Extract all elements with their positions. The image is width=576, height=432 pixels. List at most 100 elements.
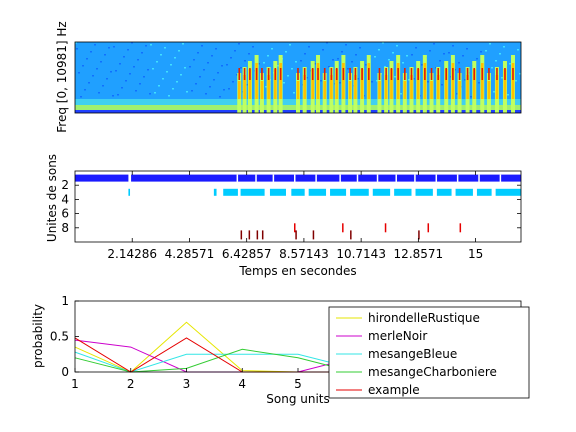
units-background (75, 171, 521, 242)
spectrogram-noise (252, 46, 254, 48)
spectrogram-noise (287, 75, 289, 77)
unit-mark (418, 230, 420, 240)
spectrogram-column-peak (243, 68, 246, 80)
unit-mark (291, 188, 305, 196)
spectrogram-noise (322, 49, 324, 51)
spectrogram-noise (263, 62, 265, 64)
spectrogram-column-core (367, 63, 371, 99)
spectrogram-column-peak (303, 68, 306, 80)
spectrogram-noise (485, 50, 487, 52)
spectrogram-column-core (342, 63, 345, 99)
spectrogram-noise (201, 45, 203, 47)
spectrogram-noise (341, 51, 343, 53)
spectrogram-noise (219, 96, 221, 98)
spectrogram-noise (306, 77, 308, 79)
spectrogram-column-peak (473, 68, 476, 80)
spectrogram-noise (509, 63, 511, 65)
spectrogram-column-peak (410, 68, 413, 80)
spectrogram-noise (267, 55, 269, 57)
spectrogram-column-peak (390, 68, 393, 80)
spectrogram-noise (293, 92, 295, 94)
unit-mark (384, 223, 387, 233)
spectrogram-column-core (396, 63, 400, 99)
spectrogram-noise (150, 44, 152, 46)
spectrogram-column-peak (488, 68, 490, 80)
spectrogram-column-core (458, 81, 461, 99)
spectrogram-noise (199, 76, 201, 78)
unit-mark (350, 230, 352, 240)
spectrogram-column-peak (466, 68, 469, 80)
spectrogram-column-core (335, 69, 339, 99)
spectrogram-column-peak (311, 68, 314, 80)
unit-mark (342, 223, 344, 233)
spectrogram-noise (217, 72, 219, 74)
spectrogram-column-core (390, 69, 393, 99)
spectrogram-noise (462, 55, 464, 57)
spectrogram-column-peak (342, 68, 345, 80)
spectrogram-column-peak (481, 68, 484, 80)
spectrogram-noise (226, 64, 228, 66)
spectrogram-noise (129, 73, 131, 75)
spectrogram-column-core (255, 63, 258, 99)
spectrogram-noise (115, 70, 117, 72)
spectrogram-column-peak (404, 68, 406, 80)
spectrogram-noise (215, 48, 217, 50)
spectrogram-column-core (243, 75, 246, 99)
probability-xtick-label: 1 (71, 377, 79, 391)
spectrogram-column-core (466, 75, 469, 99)
spectrogram-noise (164, 47, 166, 49)
spectrogram-noise (174, 57, 176, 59)
spectrogram-column-peak (330, 68, 333, 80)
spectrogram-noise (396, 45, 398, 47)
unit-gap (356, 174, 359, 183)
spectrogram-noise (240, 67, 242, 69)
spectrogram-column-core (436, 75, 440, 99)
unit-mark (436, 188, 452, 196)
unit-mark (248, 230, 251, 240)
spectrogram-noise (125, 80, 127, 82)
spectrogram-column-core (303, 75, 306, 99)
spectrogram-noise (119, 63, 121, 65)
spectrogram-noise (209, 86, 211, 88)
spectrogram-noise (501, 77, 503, 79)
spectrogram-column-core (472, 69, 476, 99)
spectrogram-column-peak (417, 68, 419, 80)
spectrogram-noise (384, 66, 386, 68)
spectrogram-noise (156, 61, 158, 63)
spectrogram-noise (517, 49, 519, 51)
spectrogram-noise (137, 59, 139, 61)
units-raster (75, 174, 521, 240)
spectrogram-noise (213, 79, 215, 81)
spectrogram-noise (433, 43, 435, 45)
spectrogram-noise (186, 91, 188, 93)
units-ytick-label: 2 (61, 178, 69, 192)
spectrogram-noise (489, 43, 491, 45)
spectrogram-column-peak (445, 68, 448, 80)
spectrogram-noise (454, 69, 456, 71)
spectrogram-noise (139, 83, 141, 85)
spectrogram-column-core (378, 81, 381, 99)
spectrogram-noise (193, 59, 195, 61)
unit-mark (476, 188, 492, 196)
spectrogram-noise (347, 68, 349, 70)
spectrogram-noise (371, 81, 373, 83)
spectrogram-noise (106, 78, 108, 80)
units-x-ticks: 2.14286 4.28571 6.42857 8.57143 10.7143 12.85… (107, 171, 483, 261)
spectrogram-noise (76, 48, 78, 50)
legend-label: merleNoir (368, 329, 427, 343)
spectrogram-noise (402, 62, 404, 64)
spectrogram-noise (143, 76, 145, 78)
spectrogram-column-peak (249, 68, 251, 80)
legend-label: example (368, 383, 420, 397)
spectrogram-noise (178, 50, 180, 52)
unit-gap (478, 174, 480, 183)
spectrogram-column-core (279, 63, 282, 99)
spectrogram-noise (135, 90, 137, 92)
units-ylabel: Unites de sons (45, 154, 59, 242)
spectrogram-noise (376, 80, 378, 82)
units-xtick-label: 12.8571 (394, 247, 444, 261)
spectrogram-noise (228, 88, 230, 90)
units-xtick-label: 4.28571 (165, 247, 215, 261)
